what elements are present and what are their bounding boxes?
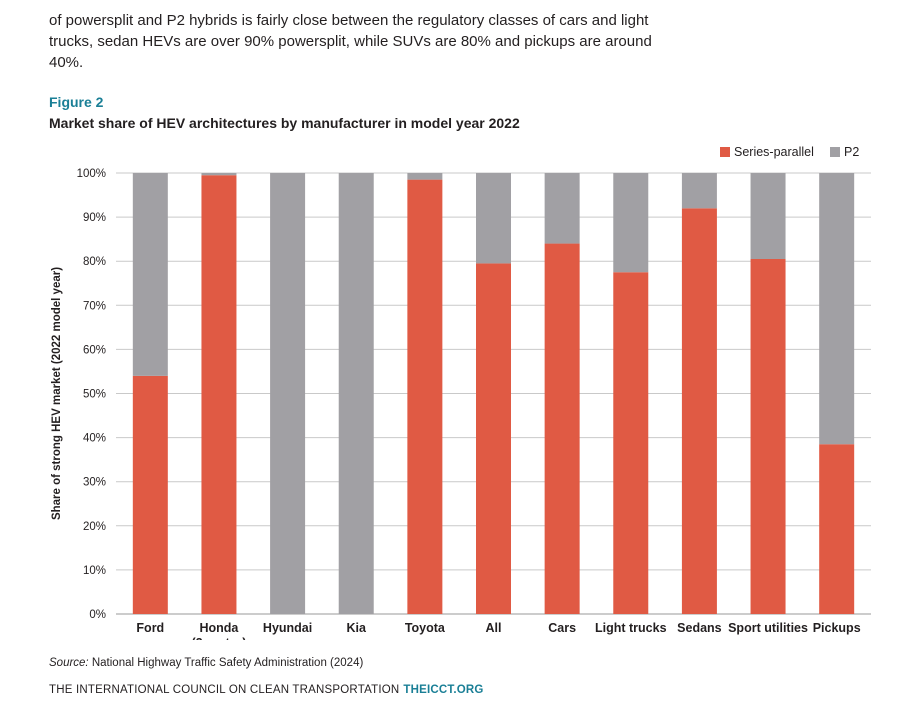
- stacked-bar-chart: 0% 10% 20% 30% 40% 50% 60% 70% 80% 90% 100% Share o…: [51, 145, 871, 640]
- x-tick-label-line: Sport utilities: [728, 621, 808, 635]
- legend-label: P2: [844, 145, 859, 159]
- x-tick-label-line: Cars: [548, 621, 576, 635]
- source-text: National Highway Traffic Safety Administ…: [91, 657, 364, 669]
- figure-title: Market share of HEV architectures by man…: [49, 115, 520, 131]
- y-tick-label: 50%: [83, 389, 106, 401]
- y-tick-label: 20%: [83, 521, 106, 533]
- y-tick-label: 100%: [77, 168, 106, 180]
- x-tick-label: Pickups: [813, 621, 861, 635]
- bar-series-parallel: [201, 175, 237, 614]
- bar-p2: [613, 173, 649, 273]
- footer: THE INTERNATIONAL COUNCIL ON CLEAN TRANS…: [49, 684, 484, 696]
- bar-p2: [270, 173, 306, 614]
- x-tick-label: Toyota: [405, 621, 446, 635]
- legend-swatch-p2: [830, 147, 840, 157]
- x-tick-label: Hyundai: [263, 621, 312, 635]
- y-tick-label: 40%: [83, 433, 106, 445]
- figure-label: Figure 2: [49, 94, 104, 110]
- bar-series-parallel: [544, 243, 580, 614]
- bar-series-parallel: [132, 375, 168, 614]
- x-tick-label-line: All: [486, 621, 502, 635]
- bar-p2: [476, 173, 511, 264]
- x-tick-label-line: Light trucks: [595, 621, 667, 635]
- x-tick-label-line: Honda: [200, 621, 240, 635]
- y-tick-label: 0%: [89, 609, 106, 621]
- x-tick-label: Ford: [136, 621, 164, 635]
- y-axis-title: Share of strong HEV market (2022 model y…: [51, 267, 63, 520]
- x-tick-label-line: Ford: [136, 621, 164, 635]
- x-tick-label-line: Hyundai: [263, 621, 312, 635]
- y-tick-label: 10%: [83, 565, 106, 577]
- footer-site-link[interactable]: THEICCT.ORG: [403, 684, 484, 696]
- bar-p2: [132, 173, 168, 376]
- x-tick-label-line: Toyota: [405, 621, 446, 635]
- bar-series-parallel: [407, 179, 443, 615]
- legend-label: Series-parallel: [734, 145, 814, 159]
- x-tick-label: Light trucks: [595, 621, 667, 635]
- bar-series-parallel: [750, 258, 786, 614]
- bar-p2: [681, 173, 717, 209]
- bar-series-parallel: [613, 272, 649, 614]
- bar-p2: [544, 173, 580, 244]
- x-tick-label: Sedans: [677, 621, 722, 635]
- bar-p2: [201, 173, 237, 176]
- x-tick-label-line: (2-motor): [192, 636, 247, 640]
- x-tick-label-line: Kia: [347, 621, 368, 635]
- x-tick-label: Cars: [548, 621, 576, 635]
- y-tick-label: 70%: [83, 300, 106, 312]
- legend-swatch-series-parallel: [720, 147, 730, 157]
- bar-series-parallel: [819, 444, 855, 614]
- y-tick-label: 30%: [83, 477, 106, 489]
- bar-series-parallel: [681, 208, 717, 614]
- x-tick-label: All: [486, 621, 502, 635]
- footer-org: THE INTERNATIONAL COUNCIL ON CLEAN TRANS…: [49, 684, 400, 696]
- bar-p2: [750, 173, 786, 259]
- bar-series-parallel: [476, 263, 511, 614]
- source-note: Source: National Highway Traffic Safety …: [49, 657, 363, 669]
- x-tick-label: Sport utilities: [728, 621, 808, 635]
- x-tick-label: Honda(2-motor): [192, 621, 247, 640]
- y-tick-label: 80%: [83, 256, 106, 268]
- bar-p2: [819, 173, 855, 445]
- y-tick-label: 90%: [83, 212, 106, 224]
- intro-paragraph: of powersplit and P2 hybrids is fairly c…: [49, 12, 652, 71]
- y-tick-label: 60%: [83, 344, 106, 356]
- bar-p2: [407, 173, 443, 180]
- x-tick-label-line: Pickups: [813, 621, 861, 635]
- bar-p2: [338, 173, 374, 614]
- x-tick-label: Kia: [347, 621, 368, 635]
- source-label: Source:: [49, 657, 89, 669]
- x-tick-label-line: Sedans: [677, 621, 722, 635]
